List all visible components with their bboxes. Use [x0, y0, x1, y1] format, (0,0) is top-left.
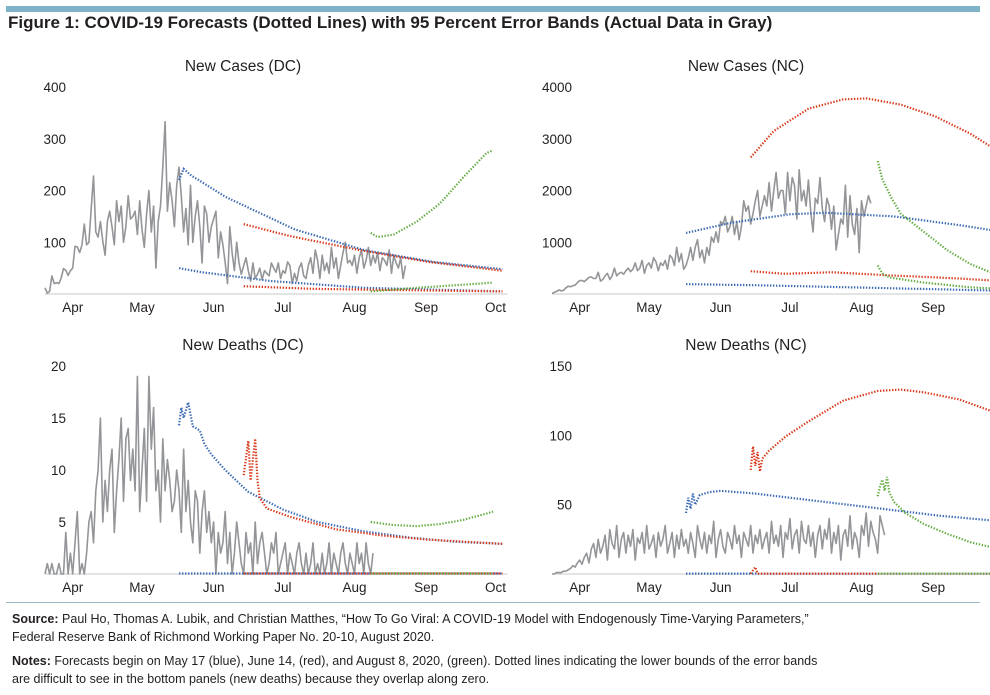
- y-tick-label: 15: [51, 411, 66, 426]
- x-tick-label: Jul: [274, 580, 291, 595]
- series-actual-line: [552, 512, 886, 575]
- series-actual-line: [44, 375, 374, 575]
- y-tick-label: 150: [549, 359, 572, 374]
- forecast-jun14-lower-line: [750, 270, 990, 282]
- x-tick-label: Sep: [414, 580, 438, 595]
- x-tick-label: Sep: [414, 300, 438, 315]
- x-tick-label: Aug: [850, 300, 874, 315]
- panel-title-new-cases-dc: New Cases (DC): [184, 58, 302, 75]
- forecast-aug08-lower-line: [876, 264, 990, 290]
- y-tick-label: 1000: [542, 235, 572, 250]
- y-tick-label: 200: [43, 184, 66, 199]
- forecast-aug08-upper-line: [370, 510, 494, 528]
- notes-line-1: Forecasts begin on May 17 (blue), June 1…: [54, 654, 818, 668]
- forecast-may17-upper-line: [685, 211, 990, 234]
- y-tick-label: 20: [51, 359, 66, 374]
- notes-label: Notes:: [12, 654, 51, 668]
- x-tick-label: Jun: [203, 580, 225, 595]
- x-tick-label: Apr: [569, 300, 591, 315]
- x-tick-label: Sep: [921, 300, 945, 315]
- forecast-jun14-upper-line: [243, 223, 503, 272]
- x-tick-label: May: [636, 300, 662, 315]
- footer-divider: [6, 602, 980, 603]
- y-tick-label: 10: [51, 463, 66, 478]
- x-tick-label: Jul: [781, 300, 798, 315]
- notes-note: Notes: Forecasts begin on May 17 (blue),…: [12, 652, 817, 688]
- forecast-aug08-upper-line: [876, 160, 990, 274]
- x-tick-label: May: [636, 580, 662, 595]
- forecast-aug08-upper-line: [876, 475, 990, 549]
- x-tick-label: Aug: [343, 580, 367, 595]
- forecast-may17-upper-line: [177, 402, 503, 545]
- forecast-may17-upper-line: [684, 489, 990, 522]
- forecast-jun14-lower-line: [243, 285, 503, 293]
- x-tick-label: Jun: [203, 300, 225, 315]
- chart-new-cases-dc: 100 200 300 400 Apr May Jun Jul Aug Sep Oct: [43, 80, 508, 315]
- forecast-may17-upper-line: [177, 166, 503, 271]
- x-tick-label: Apr: [569, 580, 591, 595]
- series-actual-line: [44, 120, 407, 294]
- y-tick-label: 4000: [542, 80, 572, 95]
- forecast-aug08-lower-line: [370, 281, 494, 293]
- x-tick-label: Oct: [485, 300, 506, 315]
- x-tick-label: May: [129, 300, 155, 315]
- x-tick-label: Sep: [921, 580, 945, 595]
- x-tick-label: Jun: [710, 300, 732, 315]
- series-actual-line: [551, 169, 872, 295]
- x-tick-label: Aug: [850, 580, 874, 595]
- x-tick-label: Oct: [485, 580, 506, 595]
- source-label: Source:: [12, 612, 59, 626]
- y-tick-label: 50: [557, 498, 572, 513]
- panel-title-new-cases-nc: New Cases (NC): [687, 58, 805, 75]
- forecast-jun14-upper-line: [749, 388, 990, 472]
- x-tick-label: Apr: [62, 300, 84, 315]
- y-tick-label: 2000: [542, 184, 572, 199]
- forecast-jun14-upper-line: [242, 438, 503, 545]
- forecast-aug08-upper-line: [370, 149, 494, 239]
- chart-new-cases-nc: 1000200030004000AprMayJunJulAugSepOct: [542, 80, 990, 315]
- x-tick-label: Apr: [62, 580, 84, 595]
- forecast-jun14-upper-line: [749, 97, 990, 159]
- y-tick-label: 5: [58, 515, 66, 530]
- y-tick-label: 100: [43, 235, 66, 250]
- x-tick-label: Jun: [710, 580, 732, 595]
- y-tick-label: 300: [43, 132, 66, 147]
- notes-line-2: are difficult to see in the bottom panel…: [12, 672, 490, 686]
- y-tick-label: 400: [43, 80, 66, 95]
- figure-title: Figure 1: COVID-19 Forecasts (Dotted Lin…: [8, 13, 773, 32]
- source-line-2: Federal Reserve Bank of Richmond Working…: [12, 630, 435, 644]
- x-tick-label: May: [129, 580, 155, 595]
- chart-new-deaths-dc: 5 10 15 20 Apr May Jun Jul Aug Sep Oct: [44, 359, 508, 595]
- panel-title-new-deaths-nc: New Deaths (NC): [685, 337, 807, 354]
- y-tick-label: 100: [549, 428, 572, 443]
- title-accent-bar: [6, 6, 980, 12]
- source-note: Source: Paul Ho, Thomas A. Lubik, and Ch…: [12, 610, 809, 646]
- x-tick-label: Jul: [274, 300, 291, 315]
- x-tick-label: Jul: [781, 580, 798, 595]
- panel-title-new-deaths-dc: New Deaths (DC): [182, 337, 304, 354]
- x-tick-label: Aug: [343, 300, 367, 315]
- source-line-1: Paul Ho, Thomas A. Lubik, and Christian …: [62, 612, 809, 626]
- chart-new-deaths-nc: 50100150AprMayJunJulAugSepOct: [549, 359, 990, 595]
- y-tick-label: 3000: [542, 132, 572, 147]
